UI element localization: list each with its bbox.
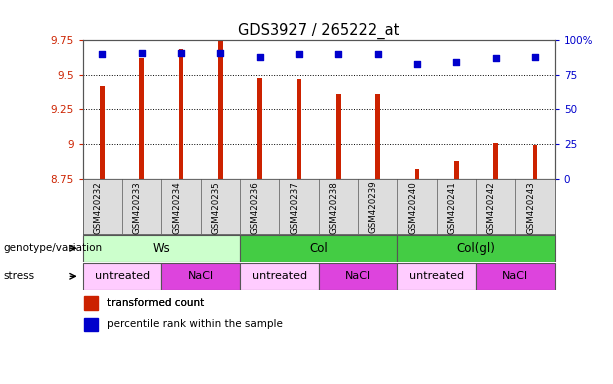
Bar: [319, 263, 397, 290]
Bar: [240, 263, 319, 290]
Title: GDS3927 / 265222_at: GDS3927 / 265222_at: [238, 23, 400, 39]
Text: GSM420238: GSM420238: [329, 181, 338, 233]
Point: [412, 61, 422, 67]
Point: [216, 50, 226, 56]
Text: transformed count: transformed count: [107, 298, 205, 308]
Point: [137, 50, 147, 56]
Text: NaCl: NaCl: [345, 271, 371, 281]
Point: [294, 51, 304, 57]
Point: [373, 51, 383, 57]
Bar: [84, 296, 98, 310]
Bar: [100, 86, 105, 179]
Bar: [336, 94, 341, 179]
Text: Col: Col: [310, 242, 328, 255]
Bar: [415, 169, 419, 179]
Bar: [297, 79, 302, 179]
Text: percentile rank within the sample: percentile rank within the sample: [107, 319, 283, 329]
Text: Col(gl): Col(gl): [457, 242, 495, 255]
Text: stress: stress: [3, 271, 34, 281]
Bar: [84, 318, 98, 331]
Text: GSM420239: GSM420239: [369, 181, 378, 233]
Bar: [179, 49, 183, 179]
Bar: [139, 58, 144, 179]
Text: untreated: untreated: [252, 271, 307, 281]
Point: [176, 50, 186, 56]
Text: GSM420241: GSM420241: [447, 181, 457, 233]
Point: [97, 51, 107, 57]
Bar: [397, 263, 476, 290]
Bar: [257, 78, 262, 179]
Text: GSM420236: GSM420236: [251, 181, 260, 233]
Bar: [493, 142, 498, 179]
Bar: [375, 94, 380, 179]
Point: [333, 51, 343, 57]
Text: GSM420242: GSM420242: [487, 181, 496, 233]
Point: [491, 55, 501, 61]
Text: untreated: untreated: [409, 271, 464, 281]
Text: GSM420235: GSM420235: [211, 181, 221, 233]
Bar: [218, 40, 223, 179]
Text: GSM420232: GSM420232: [93, 181, 102, 233]
Text: GSM420237: GSM420237: [290, 181, 299, 233]
Text: GSM420234: GSM420234: [172, 181, 181, 233]
Bar: [476, 263, 555, 290]
Bar: [454, 161, 459, 179]
Point: [530, 54, 540, 60]
Text: GSM420233: GSM420233: [133, 181, 142, 233]
Text: NaCl: NaCl: [188, 271, 214, 281]
Text: GSM420240: GSM420240: [408, 181, 417, 233]
Point: [452, 60, 462, 66]
Text: transformed count: transformed count: [107, 298, 205, 308]
Bar: [240, 235, 397, 262]
Text: Ws: Ws: [153, 242, 170, 255]
Point: [255, 54, 265, 60]
Text: untreated: untreated: [94, 271, 150, 281]
Bar: [533, 146, 538, 179]
Bar: [83, 263, 161, 290]
Text: GSM420243: GSM420243: [526, 181, 535, 233]
Bar: [397, 235, 555, 262]
Text: genotype/variation: genotype/variation: [3, 243, 102, 253]
Text: NaCl: NaCl: [503, 271, 528, 281]
Bar: [161, 263, 240, 290]
Bar: [83, 235, 240, 262]
